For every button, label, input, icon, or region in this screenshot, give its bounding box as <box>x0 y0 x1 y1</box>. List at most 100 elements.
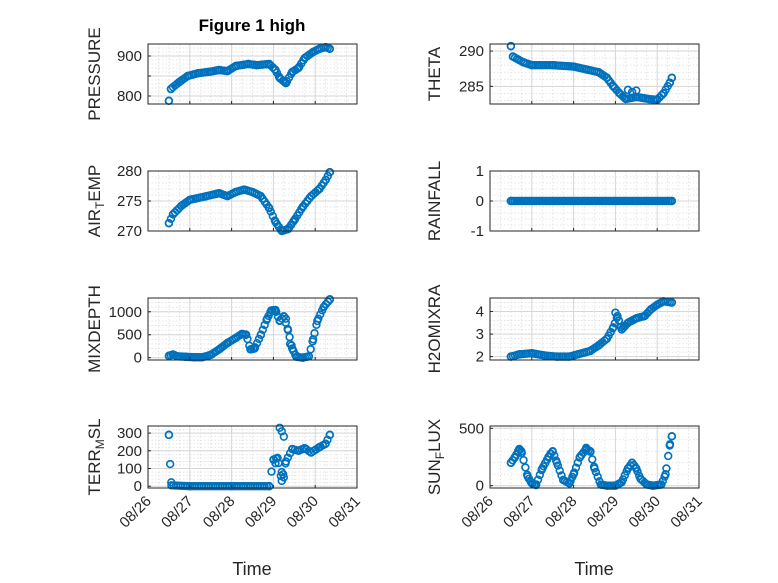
data-point <box>620 471 630 480</box>
data-point <box>602 73 612 83</box>
data-point <box>193 68 203 78</box>
data-point <box>515 350 524 359</box>
data-point <box>667 73 677 83</box>
y-axis-label-4: MIXDEPTH <box>85 285 104 373</box>
data-point <box>527 60 536 70</box>
data-point <box>306 192 316 201</box>
data-point <box>308 47 318 57</box>
data-point <box>515 444 524 454</box>
x-tick-label: 08/27 <box>158 493 197 532</box>
data-point <box>164 351 174 361</box>
y-tick-label: 2 <box>476 349 484 366</box>
y-tick-label: 3 <box>476 326 484 343</box>
y-axis-label-0: PRESSURE <box>85 27 104 121</box>
data-point <box>294 63 303 73</box>
y-tick-label: 1 <box>476 163 484 180</box>
data-point <box>565 479 574 488</box>
data-point <box>202 192 211 201</box>
data-point <box>206 67 215 76</box>
data-point <box>237 329 247 339</box>
data-point <box>665 78 674 88</box>
subplot-air-temp: 270 275 280 AIRTEMP <box>85 163 358 240</box>
axes-frame <box>489 43 700 105</box>
data-point <box>223 192 232 201</box>
data-point <box>609 323 618 332</box>
axes-frame <box>147 43 358 105</box>
data-point <box>627 87 637 97</box>
data-point <box>325 430 335 440</box>
data-point <box>214 189 224 198</box>
data-point <box>271 65 280 75</box>
y-axis-label-5: H2OMIXRA <box>425 284 444 373</box>
subplot-theta: 285 290 THETA <box>425 41 700 105</box>
x-tick-label: 08/29 <box>242 493 281 532</box>
data-point <box>593 472 602 481</box>
data-point <box>265 204 274 213</box>
y-tick-label: 0 <box>476 478 484 495</box>
y-tick-label: 275 <box>117 193 142 210</box>
x-tick-label: 08/30 <box>625 493 664 532</box>
data-point <box>166 214 176 224</box>
data-point <box>632 464 641 473</box>
data-point <box>242 330 251 339</box>
data-point <box>615 89 624 98</box>
subplot-mixdepth: 0 500 1000 MIXDEPTH <box>85 285 358 373</box>
data-point <box>640 311 649 321</box>
x-tick-label: 08/26 <box>458 493 497 532</box>
data-point <box>321 439 330 448</box>
data-point <box>252 60 261 70</box>
data-point <box>281 457 291 466</box>
axes-frame <box>147 297 358 361</box>
data-point <box>632 86 641 95</box>
data-point <box>523 472 532 481</box>
data-point <box>632 314 641 323</box>
data-point <box>206 350 215 360</box>
data-point <box>573 350 582 359</box>
data-point <box>164 430 174 440</box>
data-point <box>313 186 322 195</box>
data-point <box>258 325 267 335</box>
data-point <box>265 59 274 69</box>
data-point <box>546 449 555 458</box>
x-tick-label: 08/28 <box>200 493 239 532</box>
data-point <box>167 481 176 490</box>
x-axis-label-left: Time <box>232 559 271 579</box>
x-tick-label: 08/27 <box>500 493 539 532</box>
x-tick-label: 08/28 <box>542 493 581 532</box>
data-point <box>198 353 207 362</box>
y-tick-label: 4 <box>476 304 484 321</box>
data-point <box>667 432 677 441</box>
data-point <box>256 330 266 339</box>
data-point <box>185 482 195 491</box>
data-point <box>510 452 520 462</box>
y-axis-label-6: TERRMSL <box>85 418 107 495</box>
data-point <box>508 52 518 61</box>
data-point <box>517 447 526 456</box>
data-point <box>602 334 612 343</box>
data-point <box>223 66 232 76</box>
y-axis-label-7: SUNFLUX <box>425 419 447 495</box>
data-point <box>300 443 309 453</box>
data-point <box>271 305 280 315</box>
data-point <box>214 345 224 354</box>
y-tick-label: 1000 <box>109 304 142 321</box>
data-point <box>644 94 654 104</box>
data-point <box>659 89 668 98</box>
data-point <box>581 443 591 453</box>
data-point <box>231 333 240 343</box>
data-point <box>168 350 178 359</box>
y-tick-label: 280 <box>117 163 142 180</box>
data-point <box>265 482 274 491</box>
data-point <box>581 65 591 74</box>
data-point <box>248 187 257 197</box>
data-point <box>648 481 658 490</box>
data-point <box>254 334 264 344</box>
data-point <box>262 314 272 323</box>
data-point <box>623 464 633 473</box>
data-point <box>540 351 549 360</box>
data-point <box>185 195 195 205</box>
plot-area <box>148 426 357 488</box>
data-point <box>665 441 674 450</box>
